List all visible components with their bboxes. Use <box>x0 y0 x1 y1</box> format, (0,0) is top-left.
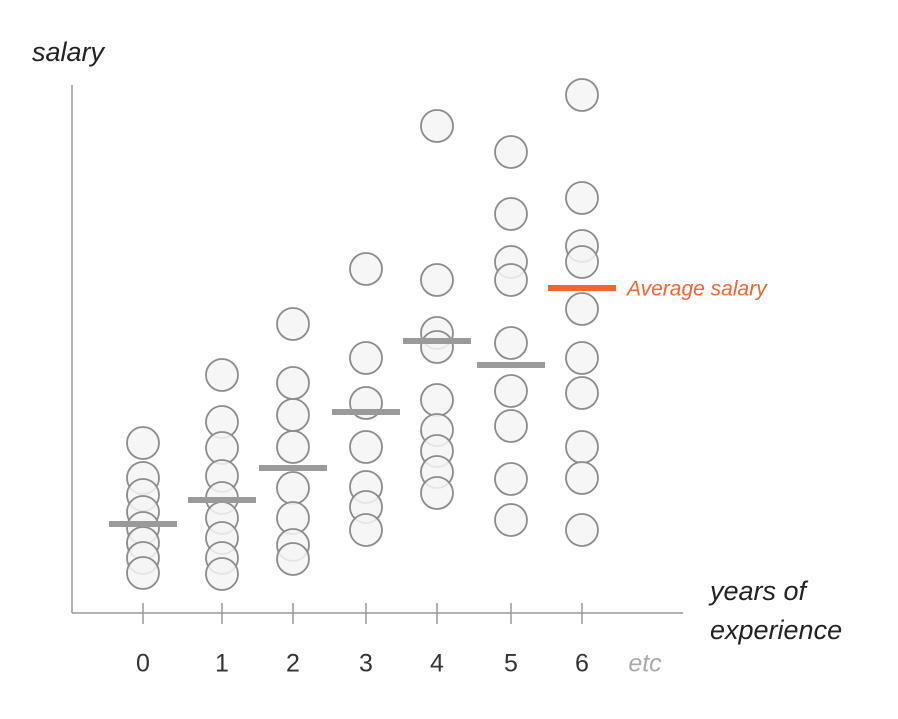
y-axis-label: salary <box>32 37 106 67</box>
x-tick-label: 3 <box>359 650 373 678</box>
data-point <box>205 557 239 591</box>
data-point <box>349 430 383 464</box>
data-point <box>565 341 599 375</box>
data-point <box>494 197 528 231</box>
data-point <box>494 503 528 537</box>
x-tick-label: 1 <box>215 650 229 678</box>
x-tick-label: 4 <box>430 650 444 678</box>
x-tick-label: 5 <box>504 650 518 678</box>
data-point <box>276 430 310 464</box>
data-point <box>494 374 528 408</box>
data-point <box>420 383 454 417</box>
data-point <box>565 78 599 112</box>
data-point <box>565 430 599 464</box>
data-point <box>126 556 160 590</box>
data-point <box>565 461 599 495</box>
x-tick-label: 0 <box>136 650 150 678</box>
data-point <box>276 307 310 341</box>
data-point <box>276 471 310 505</box>
data-point <box>420 330 454 364</box>
annotation: Average salary <box>625 278 768 301</box>
data-point <box>494 263 528 297</box>
data-point <box>276 366 310 400</box>
data-point <box>565 181 599 215</box>
x-tick-label: 2 <box>286 650 300 678</box>
data-point <box>349 513 383 547</box>
data-point <box>565 245 599 279</box>
data-point <box>420 109 454 143</box>
data-point <box>565 513 599 547</box>
data-point <box>565 376 599 410</box>
data-point <box>494 409 528 443</box>
x-axis-label: years of <box>708 576 809 606</box>
data-point <box>420 476 454 510</box>
data-point <box>349 252 383 286</box>
data-point <box>420 263 454 297</box>
data-point <box>126 426 160 460</box>
x-axis-label: experience <box>710 615 842 645</box>
data-point <box>276 542 310 576</box>
x-tick-label: 6 <box>575 650 589 678</box>
data-point <box>205 358 239 392</box>
data-point <box>494 135 528 169</box>
data-point <box>276 398 310 432</box>
data-point <box>494 462 528 496</box>
data-point <box>565 292 599 326</box>
x-more-label: etc <box>628 650 662 678</box>
data-point <box>349 341 383 375</box>
data-point <box>494 326 528 360</box>
